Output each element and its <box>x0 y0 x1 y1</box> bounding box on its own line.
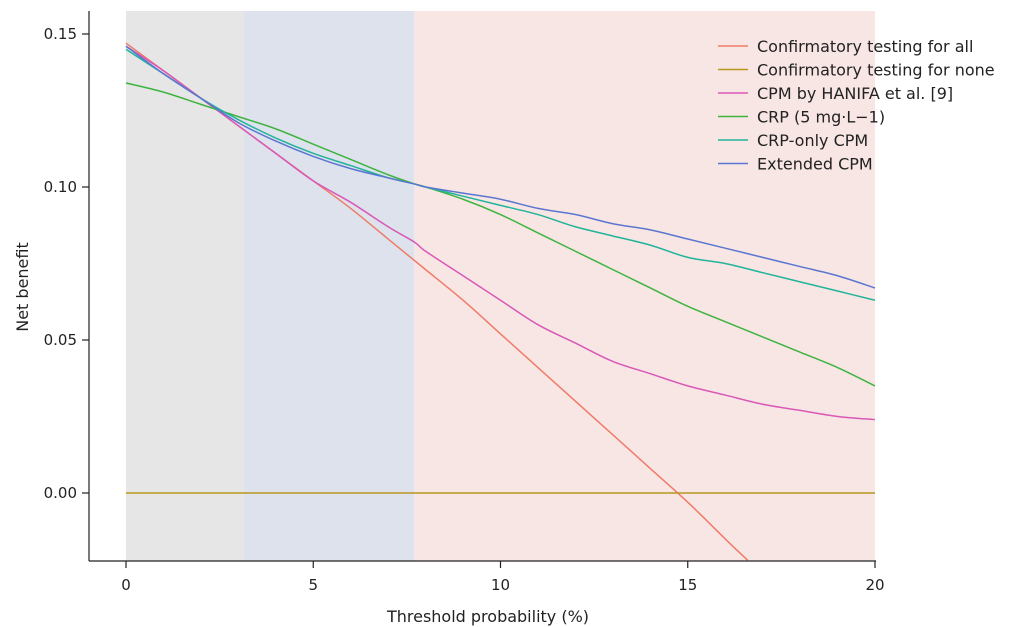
x-tick-label: 0 <box>121 576 131 594</box>
x-tick-label: 10 <box>491 576 510 594</box>
y-tick-label: 0.15 <box>44 25 77 43</box>
series-line-5 <box>125 48 876 301</box>
series-lines <box>125 42 876 561</box>
y-axis-title: Net benefit <box>13 242 32 332</box>
legend: Confirmatory testing for all Confirmatory… <box>718 37 995 174</box>
y-tick-label: 0.00 <box>44 484 77 502</box>
axes <box>88 11 876 562</box>
legend-label-2: Confirmatory testing for none <box>757 61 995 80</box>
y-tick-label: 0.10 <box>44 178 77 196</box>
series-line-3 <box>125 45 876 421</box>
x-tick-label: 15 <box>678 576 697 594</box>
shaded-region-1 <box>126 11 244 561</box>
y-ticks: 0.00 0.05 0.10 0.15 <box>44 25 89 502</box>
x-axis-title: Threshold probability (%) <box>386 607 589 626</box>
series-line-4 <box>125 82 876 387</box>
shaded-region-2 <box>243 11 415 561</box>
legend-label-4: CRP (5 mg·L−1) <box>757 108 885 127</box>
x-tick-label: 5 <box>308 576 318 594</box>
y-tick-label: 0.05 <box>44 331 77 349</box>
shaded-regions <box>126 11 875 561</box>
legend-label-6: Extended CPM <box>757 155 873 174</box>
series-line-6 <box>125 45 876 289</box>
x-ticks: 0 5 10 15 20 <box>121 561 885 594</box>
legend-label-5: CRP-only CPM <box>757 131 868 150</box>
legend-label-3: CPM by HANIFA et al. [9] <box>757 84 953 103</box>
x-tick-label: 20 <box>865 576 884 594</box>
legend-label-1: Confirmatory testing for all <box>757 37 973 56</box>
